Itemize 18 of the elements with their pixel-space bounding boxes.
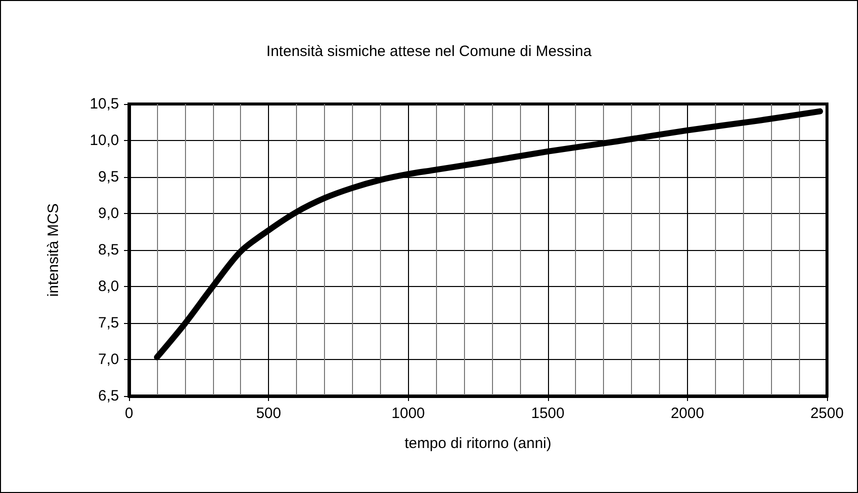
y-tick-label: 7,0	[98, 351, 119, 368]
y-tick-label: 9,5	[98, 168, 119, 186]
y-tick-label: 8,0	[98, 278, 119, 295]
x-tick-label: 500	[256, 405, 282, 422]
y-tick-label: 10,5	[90, 96, 119, 112]
y-tick-label: 6,5	[98, 388, 119, 404]
chart-title: Intensità sismiche attese nel Comune di Messina	[266, 43, 592, 60]
y-tick-label: 9,0	[98, 205, 119, 222]
x-tick-label: 2000	[670, 405, 704, 422]
x-tick-label: 0	[124, 405, 134, 422]
y-tick-label: 10,0	[90, 132, 119, 149]
x-tick-label: 2500	[810, 405, 844, 422]
x-tick-label: 1500	[531, 405, 564, 422]
y-axis-title: intensità MCS	[45, 203, 62, 297]
y-tick-label: 7,5	[98, 314, 119, 332]
y-tick-label: 8,5	[98, 242, 119, 258]
x-tick-label: 1000	[392, 405, 425, 422]
x-axis-title: tempo di ritorno (anni)	[404, 435, 552, 452]
